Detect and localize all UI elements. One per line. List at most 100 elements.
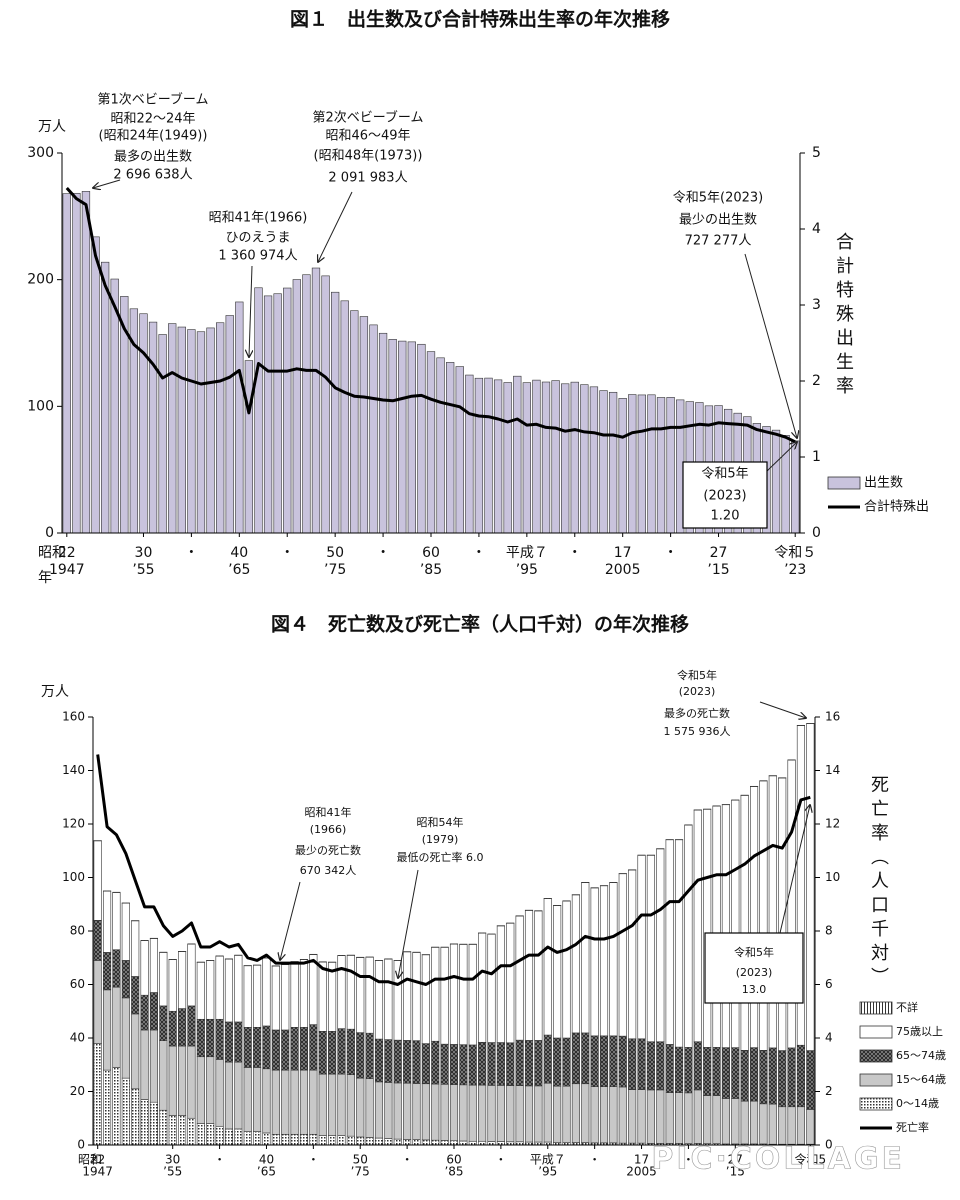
bar: [581, 1083, 590, 1143]
y2-tick-label: 5: [812, 145, 821, 161]
bar: [206, 327, 215, 534]
x-tick-label: 22: [58, 545, 76, 561]
bar: [570, 381, 579, 534]
bar: [589, 386, 599, 534]
bar: [468, 1140, 477, 1146]
bar: [290, 1027, 299, 1071]
bar: [346, 955, 355, 1030]
annotation: (昭和48年(1973)): [314, 149, 423, 164]
bar: [271, 1134, 280, 1146]
bar: [778, 1106, 787, 1145]
bar: [369, 324, 378, 534]
bar: [562, 1037, 571, 1087]
bar: [618, 1035, 627, 1088]
bar: [403, 1082, 412, 1140]
bar: [302, 274, 311, 534]
annotation: 昭和41年(1966): [209, 211, 308, 226]
bar: [440, 1043, 449, 1085]
bar: [178, 1008, 187, 1047]
bar: [93, 1043, 102, 1146]
bar: [478, 1041, 487, 1086]
x-tick-label: ・: [568, 545, 582, 561]
bar: [403, 1040, 412, 1084]
bar: [62, 193, 71, 534]
annotation: 令和5年: [677, 668, 717, 682]
bar: [149, 1029, 158, 1103]
bar: [243, 1131, 252, 1146]
callout-text: (2023): [703, 489, 746, 504]
bar: [384, 958, 393, 1040]
bar: [656, 1089, 665, 1144]
x-tick-label: 40: [230, 545, 248, 561]
bar: [455, 366, 464, 534]
bar: [93, 840, 102, 921]
bar: [750, 786, 759, 1048]
bar: [235, 301, 244, 534]
annotation-arrow: [744, 253, 797, 438]
bar: [290, 1134, 299, 1146]
bar: [234, 1128, 243, 1146]
bar: [178, 1045, 187, 1116]
bar: [121, 997, 130, 1079]
bar: [206, 1018, 215, 1058]
bar: [759, 1050, 768, 1105]
bar: [374, 960, 384, 1040]
x-tick-label: ’85: [444, 1165, 463, 1179]
bar: [215, 1018, 224, 1060]
bar: [449, 1044, 459, 1085]
bar: [768, 775, 777, 1049]
bar: [393, 1082, 402, 1140]
bar: [93, 919, 102, 961]
bar: [656, 1041, 665, 1091]
bar: [262, 1068, 271, 1134]
bar: [524, 910, 534, 1041]
bar: [665, 1092, 674, 1144]
bar: [196, 1018, 205, 1058]
bar: [656, 848, 665, 1043]
bar: [534, 1040, 543, 1087]
y2-tick-label: 6: [825, 977, 833, 991]
bar: [637, 854, 646, 1040]
bar: [337, 1028, 346, 1075]
x-tick-label: ’15: [726, 1165, 745, 1179]
bar: [403, 1139, 412, 1146]
bar: [806, 1109, 815, 1145]
bar: [646, 1089, 655, 1144]
bar: [506, 922, 515, 1044]
bar: [168, 1010, 177, 1047]
y2-axis-label: 死亡率（人口千対）: [868, 775, 889, 991]
bar: [543, 1034, 552, 1084]
bar: [140, 994, 149, 1031]
bar: [693, 1089, 702, 1144]
bar: [384, 1082, 393, 1139]
bar: [426, 351, 436, 534]
bar: [609, 1086, 618, 1144]
bar: [309, 1069, 318, 1135]
annotation: 最低の死亡率 6.0: [397, 850, 484, 864]
y2-tick-label: 2: [825, 1084, 833, 1098]
x-tick-label: ・: [376, 545, 390, 561]
bar: [515, 1039, 524, 1086]
annotation-arrow: [759, 701, 806, 718]
bar: [646, 1041, 655, 1091]
bar: [703, 1047, 712, 1096]
y-tick-label: 0: [45, 525, 54, 541]
callout-text: 13.0: [742, 983, 767, 996]
bar: [158, 334, 167, 534]
bar: [356, 1032, 365, 1079]
y-tick-label: 0: [77, 1138, 85, 1152]
bar: [459, 944, 468, 1045]
bar: [337, 1135, 346, 1146]
bar: [262, 1025, 271, 1070]
bar: [262, 1132, 271, 1146]
bar: [759, 1103, 768, 1145]
bar: [436, 357, 445, 534]
bar: [496, 925, 505, 1043]
x-era-label: 昭和: [78, 1153, 102, 1167]
bar: [534, 910, 543, 1041]
bar: [103, 890, 112, 953]
y2-tick-label: 2: [812, 373, 821, 389]
bar: [731, 799, 740, 1048]
bar: [608, 391, 618, 534]
bar: [159, 1005, 168, 1041]
